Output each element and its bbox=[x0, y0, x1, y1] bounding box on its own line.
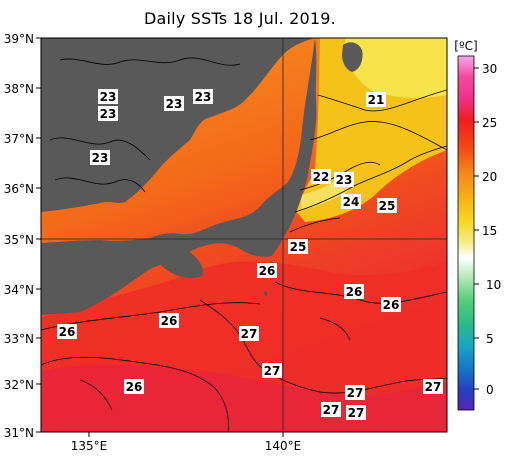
noto-peninsula bbox=[149, 114, 172, 140]
svg-text:23: 23 bbox=[92, 151, 109, 165]
colorbar-tick-label: 30 bbox=[482, 62, 497, 76]
colorbar-scale bbox=[457, 55, 475, 411]
isotherm-label: 26 bbox=[57, 324, 77, 339]
svg-text:26: 26 bbox=[383, 298, 400, 312]
isotherm-line bbox=[299, 161, 381, 191]
svg-text:25: 25 bbox=[290, 240, 307, 254]
isotherm-line bbox=[49, 137, 151, 161]
lat-labels: 39°N 38°N 37°N 36°N 35°N 34°N 33°N 32°N … bbox=[4, 32, 34, 440]
lat-label: 39°N bbox=[4, 32, 34, 46]
lat-label: 38°N bbox=[4, 82, 34, 96]
lon-label: 140°E bbox=[265, 439, 302, 453]
lon-label: 135°E bbox=[71, 439, 108, 453]
isotherm-label: 27 bbox=[345, 385, 365, 400]
lat-ticks bbox=[36, 37, 284, 437]
colorbar-tick-label: 5 bbox=[486, 332, 494, 346]
isotherm-label: 26 bbox=[257, 263, 277, 278]
isotherm-line bbox=[41, 302, 261, 331]
svg-text:26: 26 bbox=[259, 264, 276, 278]
isotherm-label: 23 bbox=[193, 89, 213, 104]
isotherm-line bbox=[54, 177, 146, 193]
svg-text:26: 26 bbox=[59, 325, 76, 339]
svg-text:27: 27 bbox=[323, 403, 340, 417]
isotherm-line bbox=[289, 217, 341, 233]
izu-island bbox=[263, 291, 268, 297]
isotherm-label: 22 bbox=[311, 169, 331, 184]
lat-label: 35°N bbox=[4, 233, 34, 247]
isotherm-labels: 23 23 23 23 23 21 22 23 24 25 25 26 26 2… bbox=[57, 89, 443, 420]
isotherm-label: 25 bbox=[288, 239, 308, 254]
svg-text:27: 27 bbox=[347, 386, 364, 400]
svg-text:23: 23 bbox=[166, 97, 183, 111]
svg-text:27: 27 bbox=[348, 406, 365, 420]
isotherm-label: 26 bbox=[159, 313, 179, 328]
svg-text:21: 21 bbox=[368, 93, 385, 107]
isotherm-label: 23 bbox=[98, 106, 118, 121]
svg-text:23: 23 bbox=[195, 90, 212, 104]
isotherm-label: 23 bbox=[164, 96, 184, 111]
isotherm-label: 23 bbox=[90, 150, 110, 165]
isotherm-line bbox=[59, 57, 241, 66]
svg-text:24: 24 bbox=[343, 195, 360, 209]
sado-island bbox=[342, 42, 363, 72]
colorbar-tick-label: 15 bbox=[482, 224, 497, 238]
svg-text:26: 26 bbox=[126, 380, 143, 394]
svg-text:23: 23 bbox=[100, 107, 117, 121]
svg-text:27: 27 bbox=[241, 327, 258, 341]
svg-text:27: 27 bbox=[425, 380, 442, 394]
colorbar-unit: [ºC] bbox=[454, 39, 477, 53]
colorbar-tick-label: 10 bbox=[486, 278, 501, 292]
shikoku-land bbox=[41, 256, 122, 304]
lat-label: 37°N bbox=[4, 132, 34, 146]
isotherm-label: 27 bbox=[346, 405, 366, 420]
colorbar-tick-label: 25 bbox=[482, 116, 497, 130]
isotherm-label: 25 bbox=[377, 198, 397, 213]
isotherm-label: 26 bbox=[124, 379, 144, 394]
svg-text:26: 26 bbox=[161, 314, 178, 328]
isotherm-label: 27 bbox=[321, 402, 341, 417]
lon-labels: 135°E 140°E bbox=[71, 439, 302, 453]
isotherm-line bbox=[319, 317, 351, 341]
kii-peninsula bbox=[148, 238, 203, 279]
map-frame bbox=[40, 37, 448, 433]
lat-label: 32°N bbox=[4, 378, 34, 392]
isotherm-line bbox=[309, 121, 447, 151]
map-title: Daily SSTs 18 Jul. 2019. bbox=[144, 9, 336, 28]
lat-label: 31°N bbox=[4, 426, 34, 440]
isotherm-line bbox=[41, 356, 229, 432]
svg-text:27: 27 bbox=[264, 364, 281, 378]
isotherm-label: 23 bbox=[334, 172, 354, 187]
coolest-water bbox=[345, 38, 447, 98]
awaji-island bbox=[117, 241, 126, 253]
graticule bbox=[41, 38, 447, 432]
colorbar-tick-label: 0 bbox=[486, 383, 494, 397]
isotherm-line bbox=[317, 89, 447, 112]
isotherm-label: 24 bbox=[341, 194, 361, 209]
svg-text:25: 25 bbox=[379, 199, 396, 213]
svg-text:23: 23 bbox=[100, 90, 117, 104]
isotherm-label: 23 bbox=[98, 89, 118, 104]
lat-label: 34°N bbox=[4, 283, 34, 297]
isotherm-lines bbox=[41, 57, 447, 432]
isotherm-line bbox=[274, 281, 447, 304]
svg-text:23: 23 bbox=[336, 173, 353, 187]
svg-text:26: 26 bbox=[346, 285, 363, 299]
lat-label: 33°N bbox=[4, 332, 34, 346]
colorbar: [ºC] 30 25 20 15 10 5 0 bbox=[454, 39, 501, 411]
isotherm-label: 26 bbox=[381, 297, 401, 312]
svg-text:22: 22 bbox=[313, 170, 330, 184]
isotherm-line bbox=[79, 379, 113, 411]
isotherm-label: 21 bbox=[366, 92, 386, 107]
isotherm-label: 27 bbox=[239, 326, 259, 341]
lat-label: 36°N bbox=[4, 182, 34, 196]
isotherm-label: 26 bbox=[344, 284, 364, 299]
colorbar-tick-label: 20 bbox=[482, 170, 497, 184]
isotherm-label: 27 bbox=[423, 379, 443, 394]
isotherm-line bbox=[294, 145, 447, 213]
isotherm-label: 27 bbox=[262, 363, 282, 378]
